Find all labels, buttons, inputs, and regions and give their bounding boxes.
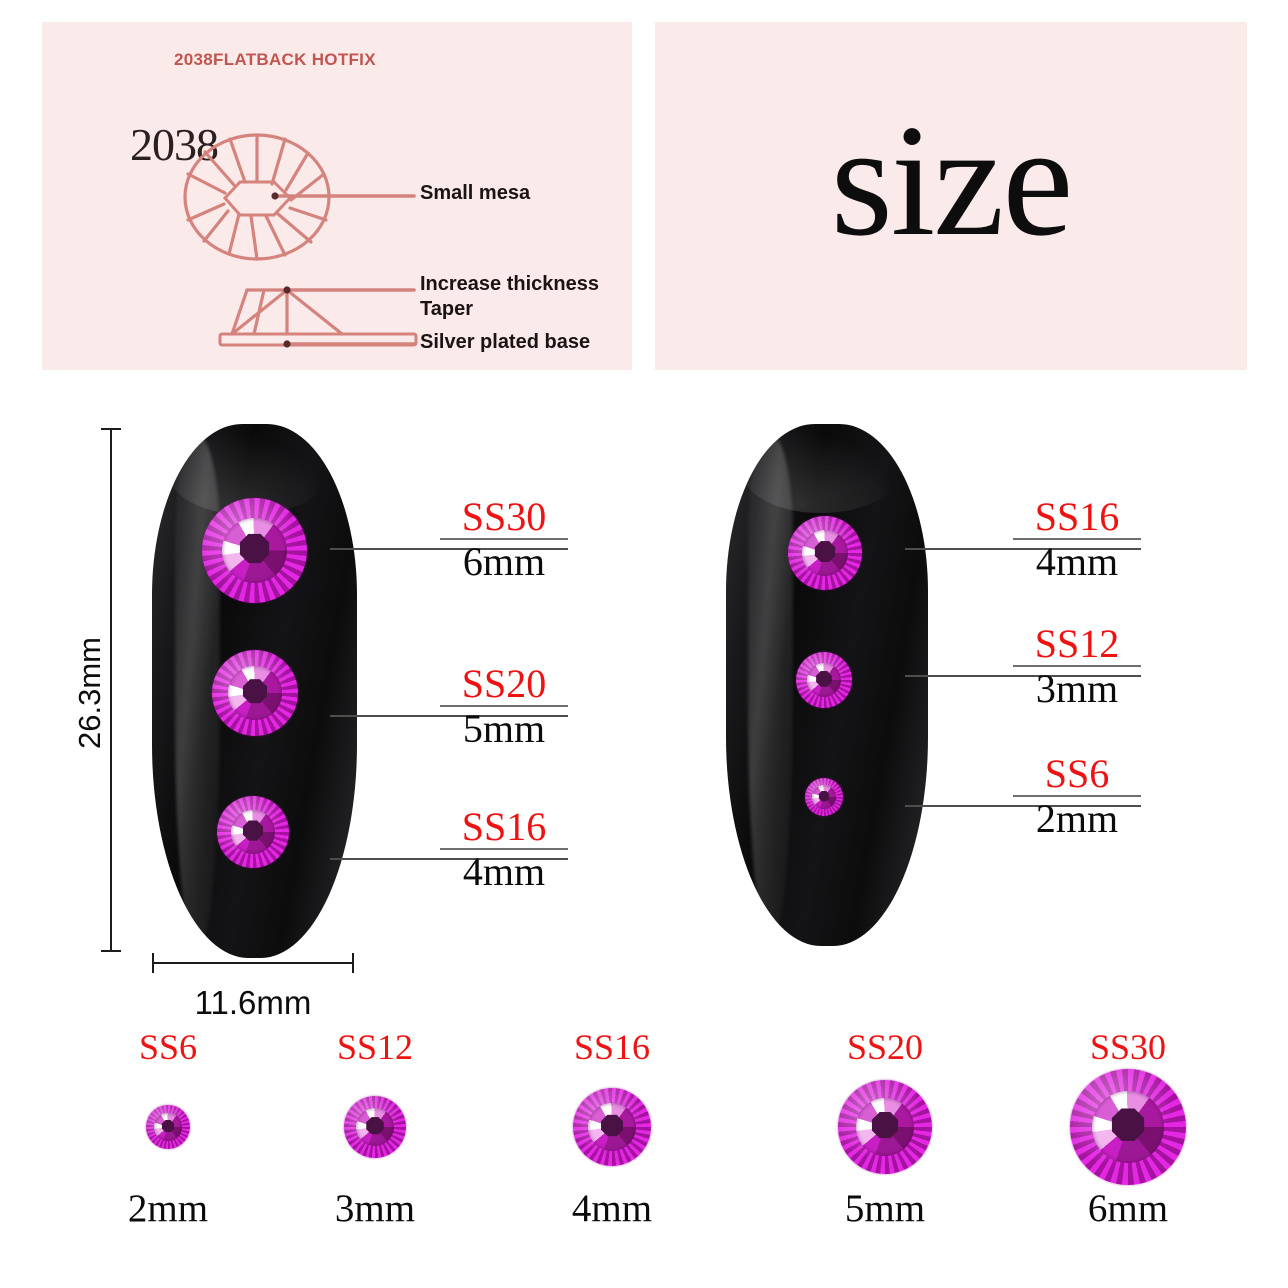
dimension-line-height — [102, 428, 119, 952]
legend-item-ss12: SS12 3mm — [285, 1026, 465, 1231]
label-ss20-mm: 5mm — [462, 705, 546, 751]
label-ss30-mm: 6mm — [462, 538, 546, 584]
label-ss16-right-mm: 4mm — [1035, 538, 1119, 584]
legend-item-ss6: SS6 2mm — [78, 1026, 258, 1231]
label-ss12-right-size: SS12 — [1034, 621, 1120, 666]
legend-item-ss16: SS16 4mm — [522, 1026, 702, 1231]
leader-line-ss30 — [330, 548, 568, 550]
product-code-label: 2038 — [130, 119, 219, 170]
label-ss20-size: SS20 — [461, 661, 547, 706]
panel-title: 2038FLATBACK HOTFIX — [174, 50, 376, 69]
label-ss12-right-mm: 3mm — [1035, 665, 1119, 711]
gem-ss30 — [202, 498, 307, 603]
legend-ss30-gem-wrap — [1038, 1068, 1218, 1186]
nail-gloss-highlight — [748, 434, 793, 936]
gem-ss12 — [796, 652, 852, 708]
flatback-schematic — [183, 133, 418, 348]
callout-silver-plated-base: Silver plated base — [420, 331, 591, 353]
leader-line-ss16 — [330, 858, 568, 860]
dimension-line-width — [152, 953, 354, 972]
legend-gem-ss30 — [1070, 1069, 1186, 1185]
legend-ss16-mm: 4mm — [571, 1187, 653, 1230]
legend-gem-ss12 — [344, 1096, 406, 1158]
label-ss6-right-size: SS6 — [1044, 751, 1110, 796]
label-ss16-left-mm: 4mm — [462, 848, 546, 894]
legend-ss6-gem-wrap — [78, 1068, 258, 1186]
leader-line-ss20 — [330, 715, 568, 717]
legend-ss12-size: SS12 — [336, 1027, 414, 1067]
gem-ss20 — [212, 650, 298, 736]
leader-line-ss12-right — [905, 675, 1141, 677]
gem-ss6 — [805, 778, 843, 816]
gem-ss16 — [788, 516, 862, 590]
label-ss16-left-size: SS16 — [461, 804, 547, 849]
nail-left — [152, 424, 357, 958]
dimension-label-height: 26.3mm — [72, 637, 107, 749]
label-ss16-right: SS16 4mm — [1013, 494, 1141, 585]
gem-ss16 — [217, 796, 289, 868]
legend-item-ss20: SS20 5mm — [795, 1026, 975, 1231]
nail-right — [726, 424, 928, 946]
legend-ss30-mm: 6mm — [1087, 1187, 1169, 1230]
legend-ss12-mm: 3mm — [334, 1187, 416, 1230]
leader-line-ss6-right — [905, 805, 1141, 807]
label-ss20-rule — [440, 704, 568, 707]
label-ss6-right: SS6 2mm — [1013, 751, 1141, 842]
legend-gem-ss6 — [146, 1105, 190, 1149]
legend-gem-ss20 — [838, 1080, 932, 1174]
label-ss16-left: SS16 4mm — [440, 804, 568, 895]
legend-ss6-size: SS6 — [138, 1027, 198, 1067]
legend-ss20-gem-wrap — [795, 1068, 975, 1186]
label-ss20: SS20 5mm — [440, 661, 568, 752]
legend-ss30-size: SS30 — [1089, 1027, 1167, 1067]
legend-ss20-mm: 5mm — [844, 1187, 926, 1230]
callout-increase-thickness: Increase thickness — [420, 273, 599, 295]
label-ss30-rule — [440, 537, 568, 540]
leader-line-ss16-right — [905, 548, 1141, 550]
dimension-label-width: 11.6mm — [194, 984, 312, 1021]
legend-ss6-mm: 2mm — [127, 1187, 209, 1230]
legend-item-ss30: SS30 6mm — [1038, 1026, 1218, 1231]
legend-gem-ss16 — [573, 1088, 651, 1166]
label-ss16-right-size: SS16 — [1034, 494, 1120, 539]
flatback-diagram-panel: 2038FLATBACK HOTFIX 2038 — [42, 22, 632, 370]
label-ss16-right-rule — [1013, 537, 1141, 540]
legend-ss16-gem-wrap — [522, 1068, 702, 1186]
nail-gloss-top — [742, 429, 900, 513]
label-ss16-left-rule — [440, 847, 568, 850]
label-ss12-right: SS12 3mm — [1013, 621, 1141, 712]
label-ss6-right-rule — [1013, 794, 1141, 797]
label-ss30: SS30 6mm — [440, 494, 568, 585]
legend-ss16-size: SS16 — [573, 1027, 651, 1067]
callout-taper: Taper — [420, 298, 473, 320]
size-heading: size — [830, 91, 1074, 269]
legend-ss12-gem-wrap — [285, 1068, 465, 1186]
size-heading-panel: size — [655, 22, 1247, 370]
label-ss12-right-rule — [1013, 664, 1141, 667]
label-ss6-right-mm: 2mm — [1035, 795, 1119, 841]
legend-ss20-size: SS20 — [846, 1027, 924, 1067]
callout-small-mesa: Small mesa — [420, 182, 531, 204]
label-ss30-size: SS30 — [461, 494, 547, 539]
